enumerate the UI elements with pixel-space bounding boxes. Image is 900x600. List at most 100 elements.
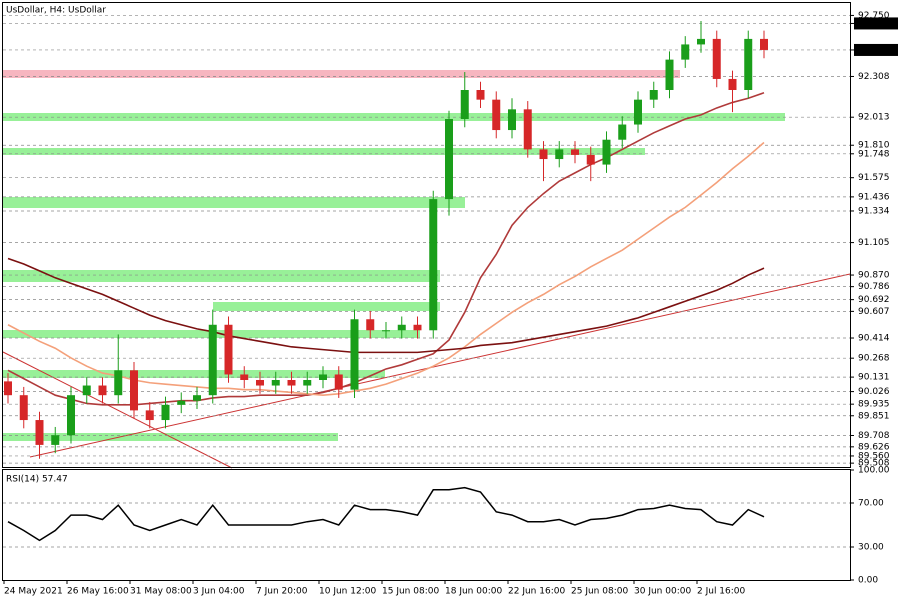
rsi-frame bbox=[2, 469, 851, 581]
candle-body bbox=[114, 370, 123, 396]
price-tag bbox=[854, 43, 898, 56]
candle-body bbox=[287, 380, 296, 386]
y-tick-label: 89.508 bbox=[858, 459, 890, 469]
x-tick-label: 15 Jun 08:00 bbox=[382, 587, 439, 597]
x-tick-label: 3 Jun 04:00 bbox=[193, 587, 245, 597]
x-tick-label: 25 Jun 08:00 bbox=[571, 587, 628, 597]
candle-body bbox=[67, 395, 75, 436]
y-tick-label: 90.870 bbox=[858, 271, 890, 281]
y-tick-label: 92.692 bbox=[858, 19, 890, 29]
plot-frame bbox=[2, 2, 851, 468]
y-tick-label: 89.708 bbox=[858, 431, 890, 441]
x-tick-label: 18 Jun 00:00 bbox=[445, 587, 502, 597]
candle-body bbox=[193, 395, 201, 401]
y-tick-label: 89.560 bbox=[858, 451, 890, 461]
candle-body bbox=[82, 385, 91, 396]
candle-body bbox=[539, 149, 548, 160]
y-tick-label: 91.575 bbox=[858, 173, 890, 183]
candle-body bbox=[35, 420, 44, 445]
candle-body bbox=[145, 410, 154, 421]
candle-body bbox=[98, 385, 107, 396]
trend-line bbox=[29, 273, 851, 458]
rsi-title: RSI(14) 57.47 bbox=[6, 475, 68, 485]
candle-body bbox=[697, 38, 705, 45]
candle-body bbox=[4, 381, 12, 396]
y-tick-label: 90.268 bbox=[858, 354, 890, 364]
y-tick-label: 89.935 bbox=[858, 400, 890, 410]
candle-body bbox=[256, 380, 264, 386]
candle-body bbox=[460, 90, 469, 119]
candle-body bbox=[728, 78, 737, 90]
candle-body bbox=[492, 99, 501, 131]
y-tick-label: 91.748 bbox=[858, 149, 890, 159]
x-tick-label: 31 May 08:00 bbox=[130, 587, 192, 597]
y-tick-label: 92.308 bbox=[858, 72, 890, 82]
zone bbox=[213, 302, 440, 311]
candle-body bbox=[571, 149, 579, 155]
candle-body bbox=[303, 380, 312, 386]
candle-body bbox=[508, 109, 516, 131]
candle-body bbox=[523, 109, 532, 150]
candle-body bbox=[397, 324, 406, 331]
candle-body bbox=[602, 139, 611, 165]
candle-body bbox=[445, 119, 453, 200]
y-tick-label: 91.436 bbox=[858, 192, 890, 202]
candle-body bbox=[634, 99, 642, 125]
zone bbox=[3, 370, 385, 378]
candle-body bbox=[681, 44, 690, 60]
candle-body bbox=[413, 324, 422, 331]
candle-body bbox=[177, 400, 186, 405]
candle-body bbox=[744, 38, 753, 90]
candle-body bbox=[712, 38, 721, 79]
y-tick-label: 90.414 bbox=[858, 334, 890, 344]
y-tick-label: 90.786 bbox=[858, 282, 890, 292]
candle-body bbox=[382, 330, 390, 332]
zone bbox=[3, 270, 440, 282]
candle-body bbox=[760, 38, 768, 50]
x-tick-label: 30 Jun 00:00 bbox=[634, 587, 691, 597]
candle-body bbox=[586, 154, 595, 165]
candle-body bbox=[476, 90, 485, 100]
candle-body bbox=[334, 374, 343, 390]
candle-body bbox=[19, 395, 28, 421]
trend-line bbox=[2, 351, 233, 469]
zone bbox=[3, 148, 645, 155]
candle-body bbox=[665, 59, 674, 90]
candle-body bbox=[555, 149, 564, 160]
y-tick-label: 90.131 bbox=[858, 373, 890, 383]
candle-body bbox=[161, 404, 170, 421]
candle-body bbox=[208, 324, 217, 396]
y-tick-label: 89.626 bbox=[858, 442, 890, 452]
x-tick-label: 2 Jul 16:00 bbox=[697, 587, 746, 597]
y-tick-label: 91.105 bbox=[858, 238, 890, 248]
chart-title: UsDollar, H4: UsDollar bbox=[6, 6, 106, 16]
zone bbox=[3, 70, 680, 78]
zone bbox=[3, 197, 465, 208]
candle-body bbox=[130, 370, 138, 411]
y-tick-label: 91.810 bbox=[858, 141, 890, 151]
candle-body bbox=[319, 374, 327, 380]
candle-body bbox=[224, 324, 233, 375]
x-tick-label: 10 Jun 12:00 bbox=[319, 587, 376, 597]
y-tick-label: 90.607 bbox=[858, 307, 890, 317]
moving-average bbox=[7, 257, 765, 354]
y-tick-label: 89.851 bbox=[858, 411, 890, 421]
y-tick-label: 91.334 bbox=[858, 206, 890, 216]
y-tick-label: 92.500 bbox=[858, 45, 890, 55]
candle-body bbox=[350, 319, 359, 390]
candle-body bbox=[649, 90, 658, 100]
y-tick-label: 90.026 bbox=[858, 387, 890, 397]
y-tick-label: 0.00 bbox=[858, 576, 878, 586]
x-tick-label: 26 May 16:00 bbox=[67, 587, 129, 597]
y-tick-label: 30.00 bbox=[858, 543, 884, 553]
y-tick-label: 70.00 bbox=[858, 499, 884, 509]
candle-body bbox=[429, 199, 438, 331]
rsi-line bbox=[7, 486, 765, 542]
candle-body bbox=[51, 435, 60, 445]
x-tick-label: 24 May 2021 bbox=[4, 587, 63, 597]
x-tick-label: 7 Jun 20:00 bbox=[256, 587, 308, 597]
candle-body bbox=[240, 374, 249, 380]
y-tick-label: 92.013 bbox=[858, 113, 890, 123]
